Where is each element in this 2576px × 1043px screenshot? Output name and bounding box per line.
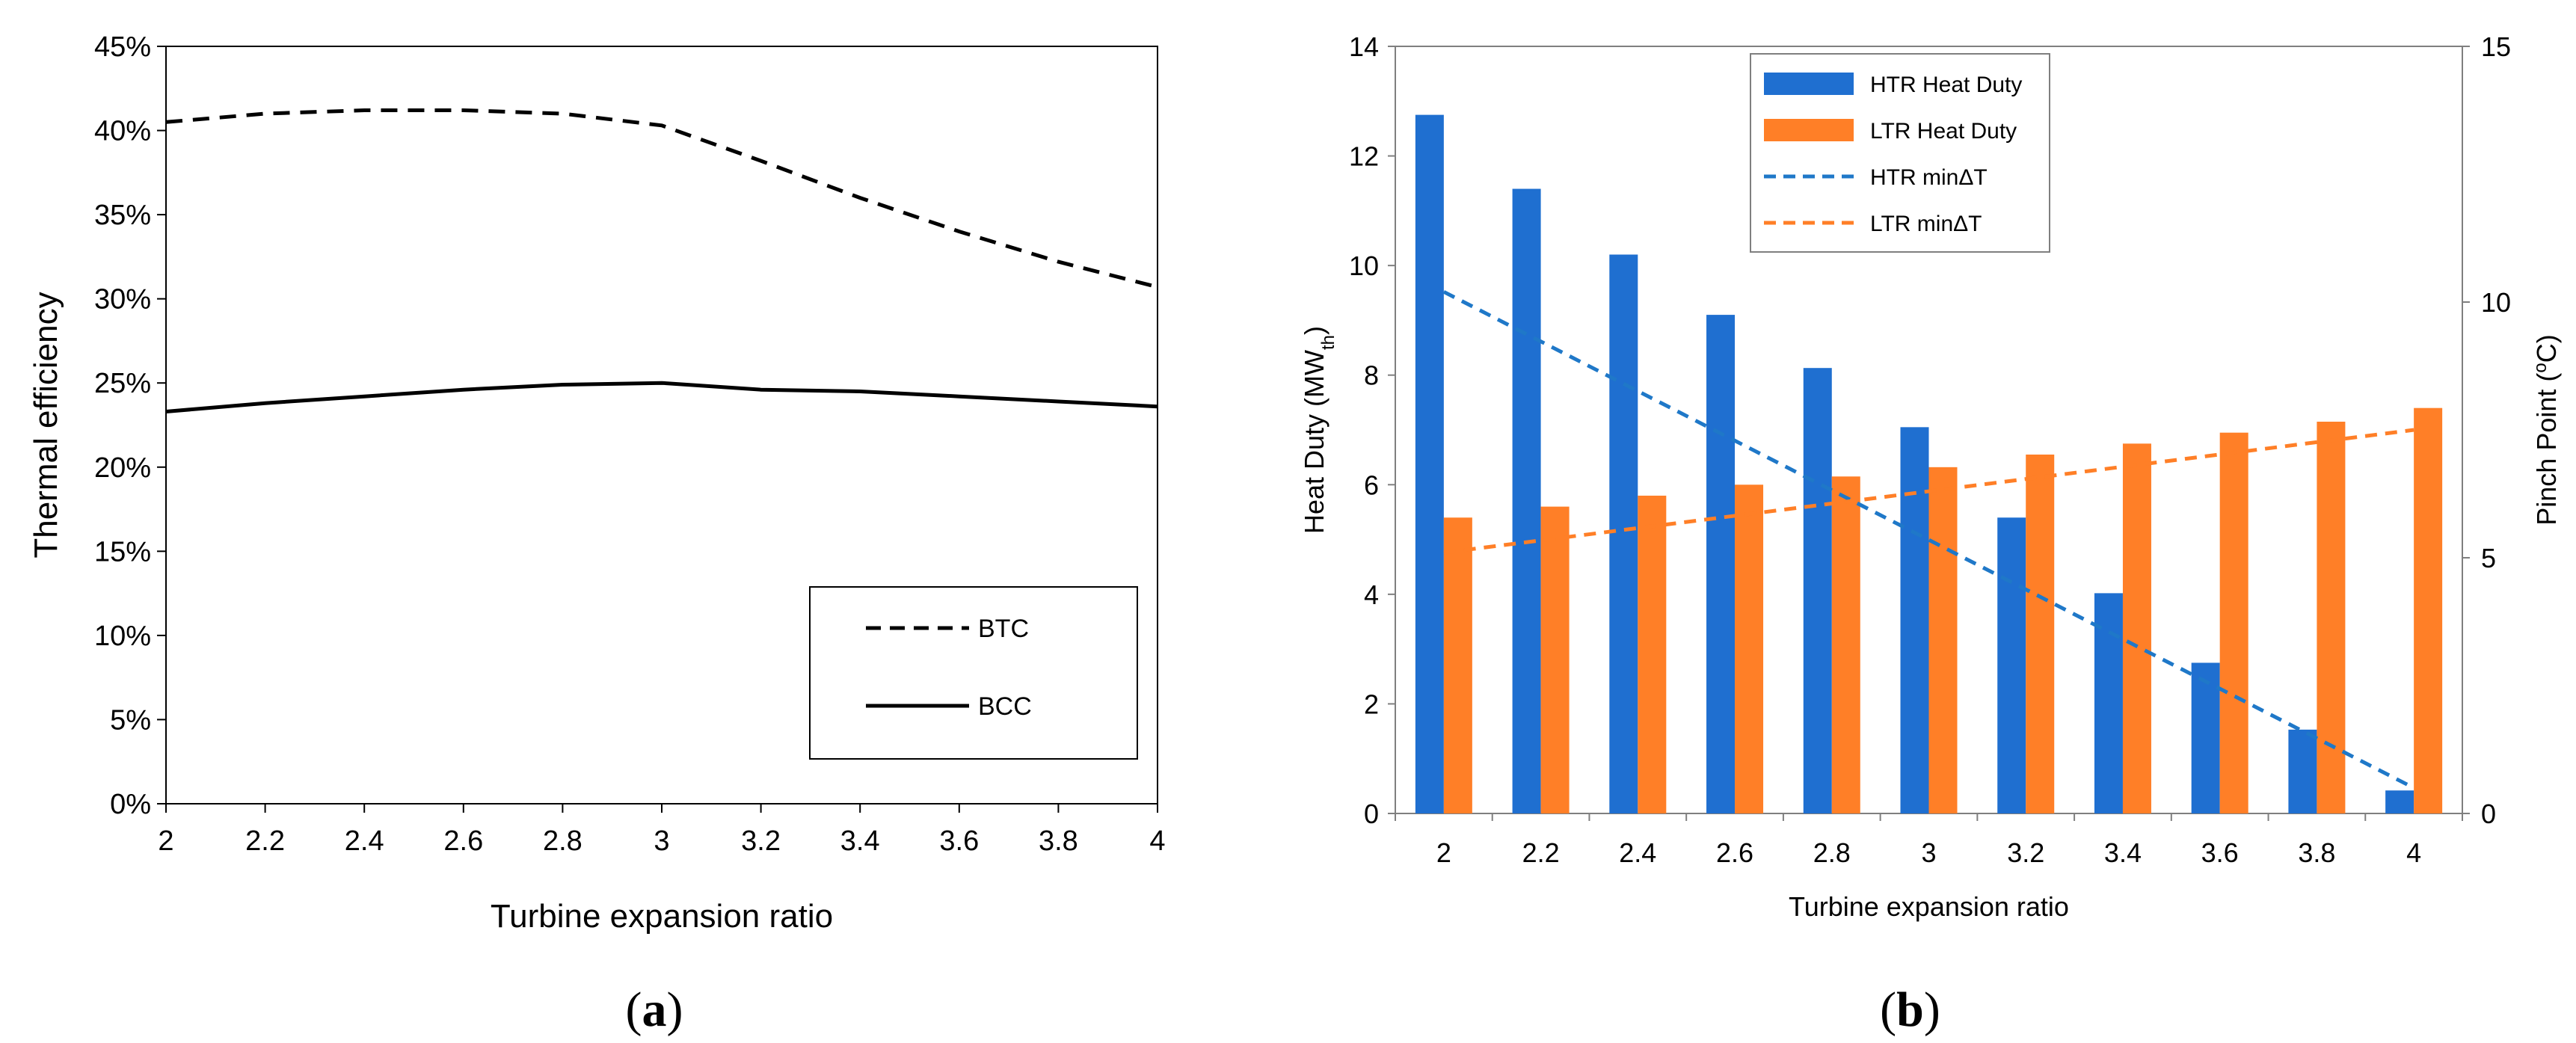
y-tick-label: 25% xyxy=(94,368,151,399)
x-tick-label: 2.2 xyxy=(1522,837,1560,868)
y-tick-label: 10 xyxy=(1349,250,1379,281)
x-tick-label: 3.6 xyxy=(2201,837,2239,868)
bar-ltr-heat-duty xyxy=(1540,506,1570,813)
x-tick-label: 2.8 xyxy=(543,825,582,857)
series-line-bcc xyxy=(165,381,1158,413)
x-tick-label: 3 xyxy=(654,825,669,857)
y-axis-title: Thermal efficiency xyxy=(28,292,64,558)
bar-ltr-heat-duty xyxy=(2122,443,2151,813)
legend-ltr-heat-duty-label: LTR Heat Duty xyxy=(1870,119,2017,144)
y-tick-label: 0% xyxy=(110,789,151,820)
bar-htr-heat-duty xyxy=(2385,790,2414,813)
series-line-btc xyxy=(165,108,1158,289)
y-tick-label: 15% xyxy=(94,536,151,567)
bar-ltr-heat-duty xyxy=(2026,454,2055,813)
legend-ltr-min-delta-t-label: LTR minΔT xyxy=(1870,212,1982,236)
panel-b-chart: 0 2 4 6 8 10 12 14 0 5 10 15 2 2.2 2.4 2.6 2.8 3 3.2 3.4 3.6… xyxy=(1299,31,2562,1037)
legend-label-bcc: BCC xyxy=(978,692,1032,721)
bar-htr-heat-duty xyxy=(1512,188,1541,814)
bar-ltr-heat-duty xyxy=(1928,467,1958,813)
legend-htr-min-delta-t-label: HTR minΔT xyxy=(1870,165,1988,190)
y-tick-label: 10% xyxy=(94,621,151,652)
bar-htr-heat-duty xyxy=(1997,517,2026,813)
x-tick-label: 3.8 xyxy=(2298,837,2335,868)
panel-label-a: (a) xyxy=(626,982,683,1037)
legend-ltr-heat-duty-swatch xyxy=(1764,119,1854,141)
x-tick-label: 2.4 xyxy=(1619,837,1656,868)
y-axis-title: Heat Duty (MWth) xyxy=(1299,326,1338,534)
y2-axis-title: Pinch Point (oC) xyxy=(2530,334,2563,525)
bar-ltr-heat-duty xyxy=(1735,484,1764,813)
x-tick-label: 2.2 xyxy=(245,825,285,857)
y2-tick-label: 5 xyxy=(2481,543,2496,573)
y-tick-label: 2 xyxy=(1364,689,1379,719)
y2-tick-label: 10 xyxy=(2481,287,2511,318)
y-tick-label: 14 xyxy=(1349,31,1379,62)
bar-ltr-heat-duty xyxy=(1831,476,1860,813)
y-tick-label: 45% xyxy=(94,31,151,63)
y2-tick-label: 0 xyxy=(2481,799,2496,829)
y-tick-label: 0 xyxy=(1364,799,1379,829)
bar-ltr-heat-duty xyxy=(1443,517,1472,813)
line-ltr-min-delta-t xyxy=(1443,428,2414,555)
bar-htr-heat-duty xyxy=(2288,729,2317,813)
x-tick-label: 2 xyxy=(158,825,173,857)
legend-htr-heat-duty-swatch xyxy=(1764,73,1854,95)
y-tick-label: 20% xyxy=(94,452,151,484)
bar-ltr-heat-duty xyxy=(2317,422,2346,813)
x-tick-label: 3 xyxy=(1921,837,1936,868)
y-tick-label: 30% xyxy=(94,284,151,316)
bar-htr-heat-duty xyxy=(2191,662,2220,813)
bar-htr-heat-duty xyxy=(1415,114,1444,813)
bar-ltr-heat-duty xyxy=(2219,432,2248,813)
bar-htr-heat-duty xyxy=(1706,315,1736,814)
y-tick-label: 5% xyxy=(110,704,151,736)
bar-htr-heat-duty xyxy=(2094,593,2123,813)
panel-label-b: (b) xyxy=(1880,982,1940,1037)
x-tick-label: 2.6 xyxy=(443,825,483,857)
y-tick-label: 6 xyxy=(1364,470,1379,500)
bar-htr-heat-duty xyxy=(1803,368,1832,813)
y-tick-label: 35% xyxy=(94,200,151,231)
x-axis-title: Turbine expansion ratio xyxy=(1789,891,2069,922)
legend-label-btc: BTC xyxy=(978,615,1029,643)
bar-ltr-heat-duty xyxy=(1638,495,1667,813)
x-tick-label: 2 xyxy=(1436,837,1451,868)
x-tick-label: 3.8 xyxy=(1039,825,1078,857)
x-tick-label: 2.6 xyxy=(1716,837,1753,868)
y-tick-label: 40% xyxy=(94,116,151,147)
x-tick-label: 4 xyxy=(1149,825,1165,857)
bar-htr-heat-duty xyxy=(1609,254,1638,813)
legend-htr-heat-duty-label: HTR Heat Duty xyxy=(1870,73,2022,97)
x-axis-title: Turbine expansion ratio xyxy=(491,898,833,935)
x-tick-label: 4 xyxy=(2406,837,2421,868)
y-tick-label: 12 xyxy=(1349,141,1379,172)
legend-box xyxy=(809,586,1138,760)
bar-htr-heat-duty xyxy=(1900,427,1929,813)
panel-a-chart: 0% 5% 10% 15% 20% 25% 30% 35% 40% 45% 2 2.2 2.4 2.6 2.… xyxy=(28,31,1166,1037)
x-tick-label: 3.2 xyxy=(741,825,781,857)
y-tick-label: 8 xyxy=(1364,360,1379,391)
x-tick-label: 2.8 xyxy=(1813,837,1851,868)
x-tick-label: 2.4 xyxy=(345,825,384,857)
bar-ltr-heat-duty xyxy=(2414,407,2443,813)
x-tick-label: 3.6 xyxy=(939,825,979,857)
y2-tick-label: 15 xyxy=(2481,31,2511,62)
x-tick-label: 3.4 xyxy=(2104,837,2142,868)
y-tick-label: 4 xyxy=(1364,579,1379,610)
x-tick-label: 3.2 xyxy=(2007,837,2044,868)
x-tick-label: 3.4 xyxy=(840,825,880,857)
